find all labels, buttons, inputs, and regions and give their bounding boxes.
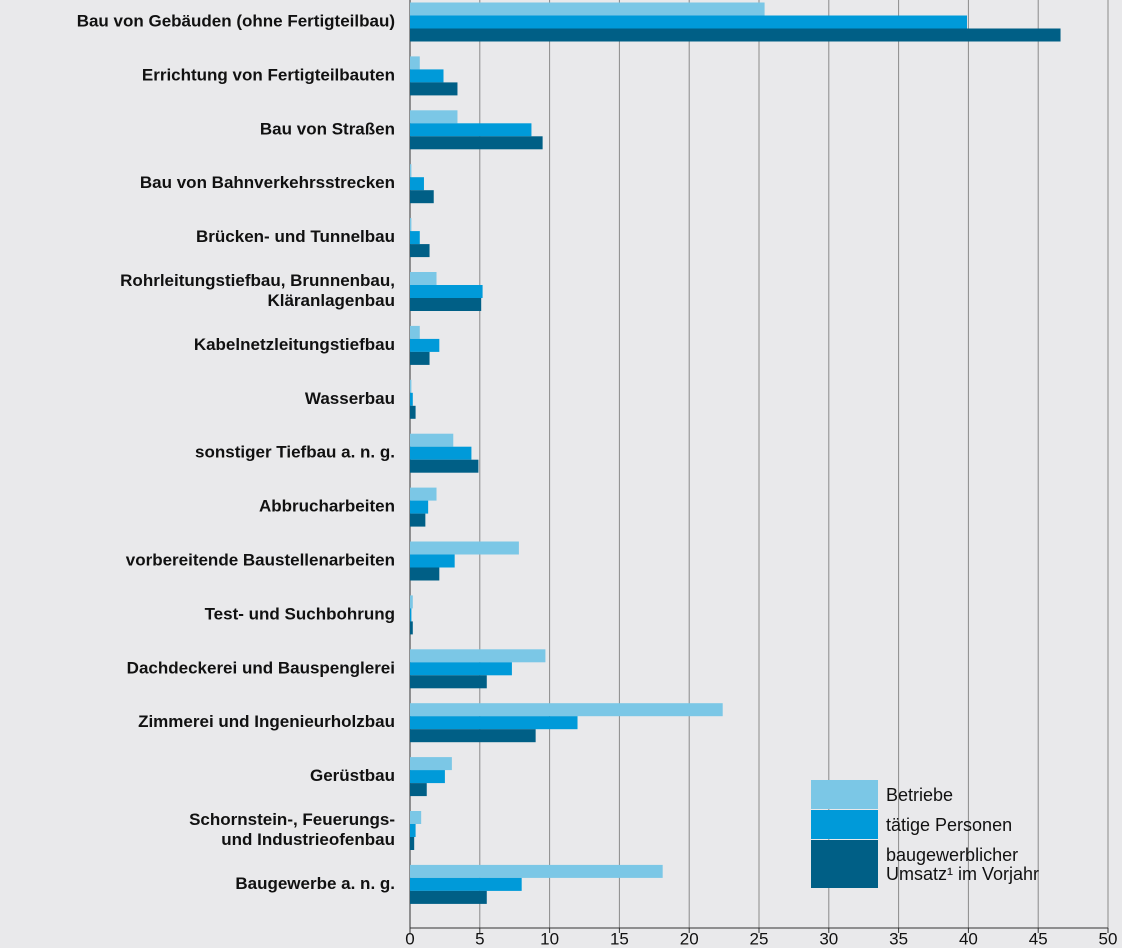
- x-tick-label: 5: [475, 929, 484, 948]
- bar: [410, 298, 482, 311]
- category-label: Kabelnetzleitungstiefbau: [194, 335, 395, 354]
- bar: [410, 244, 430, 258]
- bar: [410, 459, 479, 473]
- bar: [410, 405, 416, 419]
- legend-item: Betriebe: [811, 780, 1111, 809]
- bar: [410, 164, 412, 178]
- bar: [410, 177, 424, 191]
- x-tick-label: 25: [750, 929, 769, 948]
- bar: [410, 338, 440, 352]
- bar: [410, 567, 440, 581]
- bar: [410, 69, 444, 83]
- bar: [410, 541, 519, 555]
- x-tick-label: 50: [1099, 929, 1118, 948]
- x-tick-label: 35: [889, 929, 908, 948]
- legend-item: tätige Personen: [811, 810, 1111, 839]
- category-label: Gerüstbau: [310, 766, 395, 785]
- bar: [410, 783, 427, 797]
- bar: [410, 716, 578, 730]
- bar: [410, 123, 532, 137]
- legend-label: tätige Personen: [886, 815, 1013, 835]
- category-label: Kläranlagenbau: [267, 291, 395, 310]
- bar: [410, 325, 420, 339]
- legend-swatch: [811, 780, 878, 809]
- legend-swatch: [811, 840, 878, 888]
- category-label: Abbrucharbeiten: [259, 497, 395, 516]
- category-label: Rohrleitungstiefbau, Brunnenbau,: [120, 271, 395, 290]
- bar: [410, 824, 416, 837]
- bar: [410, 392, 413, 406]
- category-label: Bau von Bahnverkehrsstrecken: [140, 173, 395, 192]
- bar: [410, 379, 412, 393]
- bar: [410, 231, 420, 245]
- category-label: sonstiger Tiefbau a. n. g.: [195, 443, 395, 462]
- bar: [410, 285, 483, 298]
- bar: [410, 608, 412, 622]
- category-label: Errichtung von Fertigteilbauten: [142, 65, 395, 84]
- legend-label: Betriebe: [886, 785, 954, 805]
- category-label: Schornstein-, Feuerungs-: [189, 810, 395, 829]
- category-label: und Industrieofenbau: [221, 830, 395, 849]
- x-tick-label: 40: [959, 929, 978, 948]
- bar: [410, 837, 415, 850]
- bar: [410, 877, 522, 891]
- bar: [410, 136, 543, 150]
- bar: [410, 500, 429, 514]
- bar: [410, 351, 430, 365]
- bar: [410, 28, 1061, 42]
- bar: [410, 554, 455, 568]
- category-label: Baugewerbe a. n. g.: [235, 874, 395, 893]
- bar: [410, 433, 454, 447]
- category-label: Brücken- und Tunnelbau: [196, 227, 395, 246]
- bar: [410, 890, 487, 904]
- category-label: Bau von Straßen: [260, 119, 395, 138]
- category-label: Bau von Gebäuden (ohne Fertigteilbau): [77, 11, 395, 30]
- bar: [410, 15, 968, 29]
- bar: [410, 487, 437, 501]
- bar: [410, 729, 536, 743]
- bar: [410, 218, 412, 232]
- category-label: Zimmerei und Ingenieurholzbau: [138, 712, 395, 731]
- legend-label: baugewerblicher Umsatz¹ im Vorjahr: [886, 845, 1040, 884]
- bar: [410, 56, 420, 70]
- bar: [410, 621, 413, 635]
- bar: [410, 513, 426, 527]
- x-tick-label: 45: [1029, 929, 1048, 948]
- bar: [410, 446, 472, 460]
- x-tick-label: 10: [540, 929, 559, 948]
- bar: [410, 864, 663, 878]
- bar: [410, 595, 413, 609]
- bar: [410, 110, 458, 124]
- legend-swatch: [811, 810, 878, 839]
- bar: [410, 770, 445, 784]
- x-tick-label: 0: [405, 929, 414, 948]
- category-label: vorbereitende Baustellenarbeiten: [126, 550, 395, 569]
- bar: [410, 675, 487, 689]
- bar: [410, 703, 723, 717]
- bar: [410, 190, 434, 204]
- bar: [410, 662, 512, 676]
- bar: [410, 2, 765, 16]
- category-label: Wasserbau: [305, 389, 395, 408]
- x-tick-label: 30: [819, 929, 838, 948]
- bar: [410, 82, 458, 96]
- category-label: Test- und Suchbohrung: [205, 604, 395, 623]
- x-tick-label: 20: [680, 929, 699, 948]
- bar: [410, 649, 546, 663]
- category-label: Dachdeckerei und Bauspenglerei: [127, 658, 395, 677]
- legend: Betriebe tätige Personen baugewerblicher U…: [811, 780, 1111, 889]
- legend-item: baugewerblicher Umsatz¹ im Vorjahr: [811, 840, 1111, 888]
- bar: [410, 811, 422, 824]
- bar: [410, 272, 437, 285]
- bar: [410, 757, 452, 771]
- x-tick-label: 15: [610, 929, 629, 948]
